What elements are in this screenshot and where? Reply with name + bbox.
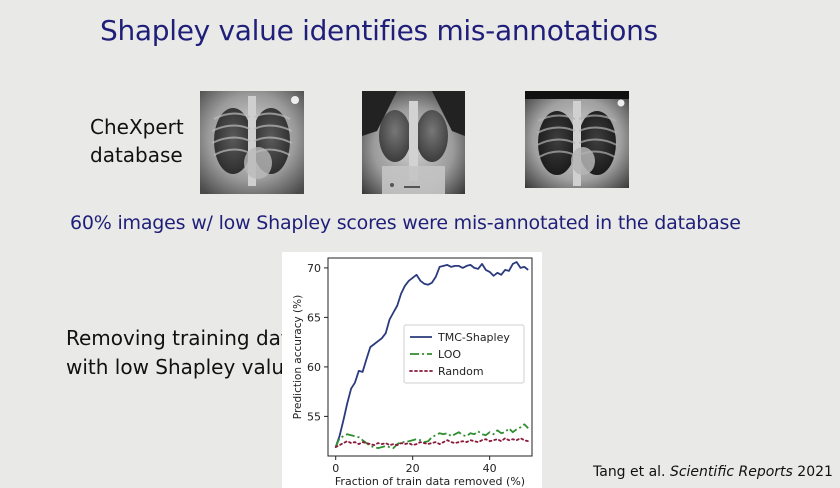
plot-frame — [327, 257, 533, 457]
x-tick-label: 0 — [332, 462, 339, 475]
chest-xray-image-2 — [362, 91, 465, 194]
y-tick-label: 70 — [307, 262, 321, 275]
citation: Tang et al. Scientific Reports 2021 — [593, 464, 833, 480]
y-tick-label: 60 — [307, 361, 321, 374]
accuracy-line-chart: 0 20 40 55 60 65 70 Fraction of train data remo… — [282, 252, 542, 488]
citation-year: 2021 — [797, 464, 833, 480]
legend-label: TMC-Shapley — [437, 331, 510, 344]
database-label-line1: CheXpert — [90, 115, 184, 139]
x-tick-label: 40 — [483, 462, 497, 475]
series-line-tmc-shapley — [334, 261, 529, 448]
database-label: CheXpert database — [90, 113, 184, 169]
legend-label: Random — [438, 365, 484, 378]
method-label-line1: Removing training data — [66, 326, 302, 350]
y-axis-label: Prediction accuracy (%) — [292, 295, 304, 419]
chest-xray-image-1 — [200, 91, 304, 194]
citation-authors: Tang et al. — [593, 464, 666, 480]
slide-title: Shapley value identifies mis-annotations — [100, 14, 658, 47]
y-tick-label: 55 — [307, 410, 321, 423]
chest-xray-image-3 — [525, 91, 629, 188]
series-line-random — [334, 437, 530, 449]
database-label-line2: database — [90, 143, 183, 167]
method-label: Removing training data with low Shapley … — [66, 324, 307, 382]
citation-journal: Scientific Reports — [669, 464, 793, 480]
method-label-line2: with low Shapley values — [66, 355, 307, 379]
x-axis-label: Fraction of train data removed (%) — [335, 475, 525, 488]
y-tick-label: 65 — [307, 311, 321, 324]
legend-box — [403, 324, 525, 384]
legend-label: LOO — [438, 348, 461, 361]
x-tick-label: 20 — [406, 462, 420, 475]
slide-subtitle: 60% images w/ low Shapley scores were mi… — [70, 212, 741, 234]
